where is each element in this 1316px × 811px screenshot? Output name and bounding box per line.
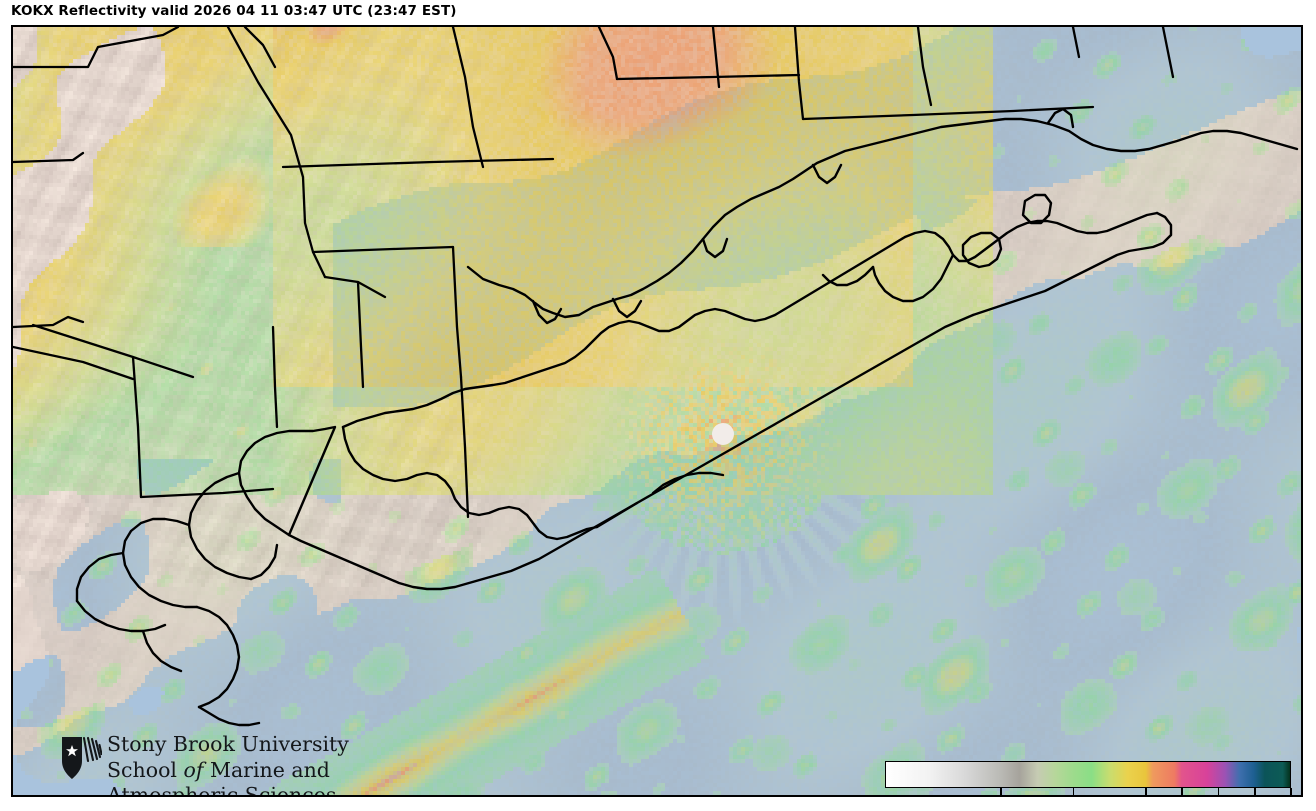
colorbar-tick bbox=[1145, 788, 1147, 795]
colorbar-tick-labels: 0 20 40 50 60 70 80 bbox=[885, 794, 1301, 795]
colorbar-tick-label: 40 bbox=[1135, 794, 1157, 795]
colorbar-tick bbox=[1290, 788, 1292, 795]
stony-brook-shield-icon bbox=[62, 736, 102, 779]
colorbar: 0 20 40 50 60 70 80 bbox=[874, 758, 1301, 795]
colorbar-tick bbox=[1072, 788, 1075, 795]
colorbar-gradient-frame bbox=[885, 761, 1291, 788]
colorbar-tick-label: 0 bbox=[996, 794, 1007, 795]
organization-logo: Stony Brook University School of Marine … bbox=[60, 732, 349, 795]
colorbar-tick-label: 70 bbox=[1244, 794, 1266, 795]
logo-line-2-post: Marine and bbox=[203, 757, 330, 782]
radar-reflectivity-raster bbox=[13, 27, 1301, 795]
colorbar-tick bbox=[1217, 788, 1220, 795]
coastline bbox=[75, 107, 1299, 727]
colorbar-tick bbox=[1253, 788, 1256, 795]
logo-text-block: Stony Brook University School of Marine … bbox=[107, 732, 349, 795]
map-clip: Stony Brook University School of Marine … bbox=[13, 27, 1301, 795]
colorbar-tick-label: 20 bbox=[1063, 794, 1085, 795]
colorbar-tick-label: 80 bbox=[1280, 794, 1301, 795]
colorbar-ticks bbox=[885, 788, 1292, 795]
colorbar-tick bbox=[1181, 788, 1184, 795]
colorbar-tick-label: 60 bbox=[1208, 794, 1230, 795]
political-borders bbox=[13, 27, 1175, 519]
logo-line-2: School of Marine and bbox=[107, 758, 337, 784]
colorbar-tick-label: 50 bbox=[1171, 794, 1193, 795]
colorbar-gradient bbox=[886, 762, 1290, 787]
page-title: KOKX Reflectivity valid 2026 04 11 03:47… bbox=[11, 3, 457, 19]
logo-line-1: Stony Brook University bbox=[107, 732, 349, 756]
logo-line-3: Atmospheric Sciences bbox=[107, 783, 337, 795]
radar-site-marker bbox=[712, 423, 734, 445]
colorbar-tick bbox=[1000, 788, 1002, 795]
map-vector-overlay bbox=[13, 27, 1299, 727]
map-frame[interactable]: Stony Brook University School of Marine … bbox=[11, 25, 1303, 797]
logo-line-2-pre: School bbox=[107, 757, 184, 782]
logo-line-2-em: of bbox=[183, 757, 204, 782]
